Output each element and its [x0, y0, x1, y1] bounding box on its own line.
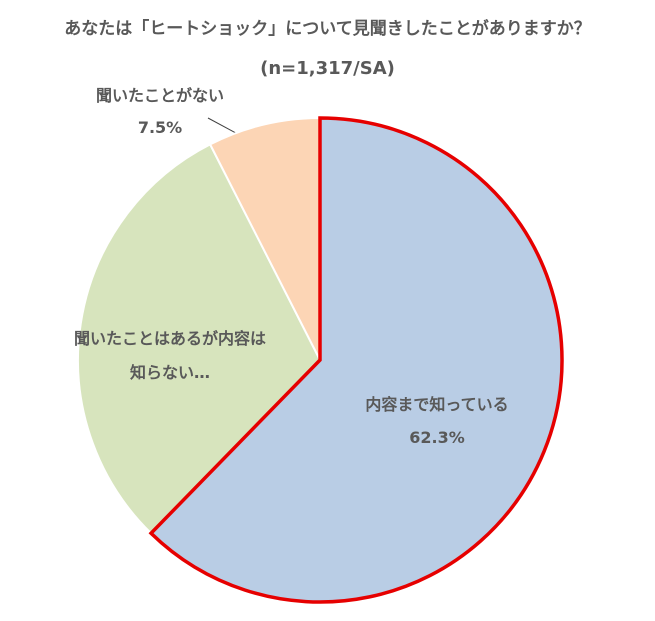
slice-label: 聞いたことはあるが内容は知らない… — [73, 329, 266, 382]
pie-slice — [148, 116, 564, 604]
pie-slice — [208, 116, 321, 361]
value-label: 7.5% — [137, 118, 183, 137]
slice-label: 聞いたことがない — [95, 86, 225, 105]
chart-title: あなたは「ヒートショック」について見聞きしたことがありますか？ — [64, 19, 591, 39]
value-label: 62.3% — [409, 428, 465, 447]
chart-subtitle: (n=1,317/SA) — [260, 58, 395, 79]
slice-label: 内容まで知っている — [365, 395, 509, 414]
